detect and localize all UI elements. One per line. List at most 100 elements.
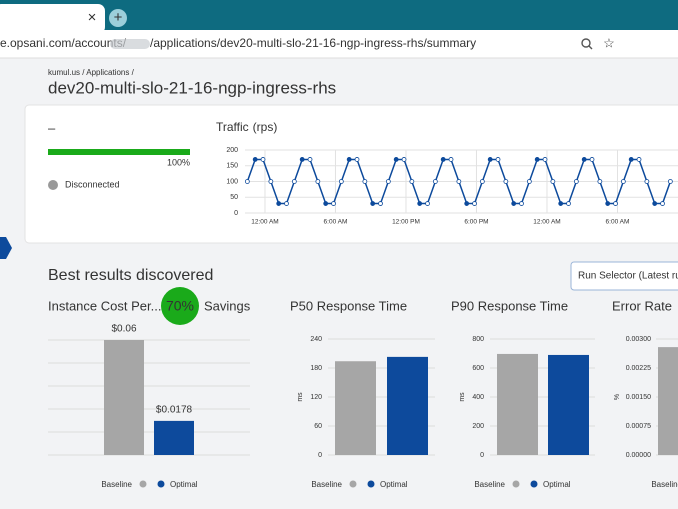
bar [387,356,428,455]
traffic-point [252,157,258,162]
status: Disconnected [65,179,120,189]
chart-title: P50 Response Time [290,298,407,313]
x-tick-label: 12:00 AM [533,219,560,226]
y-tick-label: 120 [310,394,322,401]
traffic-point [550,179,556,184]
new-tab-plus: + [114,9,123,26]
traffic-point [425,201,430,206]
traffic-point [409,179,415,184]
traffic-point [276,201,282,206]
y-tick-label: 800 [472,336,484,343]
section-title: Best results discovered [48,267,213,284]
zoom-icon[interactable] [581,38,591,48]
bar [104,340,144,455]
y-tick-label: 0.00075 [626,423,651,430]
y-tick-label: 400 [472,394,484,401]
progress-bar [48,149,190,155]
status-dot [48,180,58,190]
traffic-point [581,157,587,162]
traffic-point [299,157,305,162]
zoom-icon-handle [588,45,593,50]
y-tick-label: 0.00150 [626,394,651,401]
traffic-point [291,179,297,184]
traffic-point [495,157,501,162]
chart-title: Instance Cost Per... [48,298,161,313]
traffic-point [534,157,540,162]
bookmark-star[interactable]: ☆ [603,35,615,50]
traffic-point [331,201,336,206]
y-tick-label: 240 [310,336,322,343]
traffic-point [667,179,673,184]
traffic-point [511,201,517,206]
y-axis-label: ms [459,392,466,402]
traffic-point [378,201,383,206]
traffic-point [307,157,313,162]
traffic-point [526,179,532,184]
x-tick-label: 6:00 PM [464,219,488,226]
side-chevron[interactable] [0,237,12,259]
breadcrumb[interactable]: kumul.us / Applications / [48,68,135,77]
bar [658,347,678,455]
traffic-point [323,201,329,206]
traffic-point [487,157,493,162]
traffic-point [573,179,579,184]
legend-label: Baseline [651,480,678,489]
traffic-point [401,157,407,162]
legend-label: Optimal [380,480,408,489]
tab-close[interactable]: × [88,9,97,26]
run-selector-label: Run Selector (Latest run [578,271,678,282]
progress-label: 100% [167,157,190,167]
run-selector-button[interactable] [570,261,678,291]
y-axis-label: % [614,394,621,400]
traffic-point [558,201,564,206]
y-tick-label: 60 [314,423,322,430]
y-tick-label: 0.00300 [626,336,651,343]
legend-label: Baseline [474,480,505,489]
traffic-point [244,179,250,184]
traffic-point [464,201,470,206]
legend-swatch [157,480,165,488]
x-tick-label: 12:00 AM [251,219,278,226]
legend-swatch [367,480,375,488]
y-tick-label: 0 [480,452,484,459]
bar [548,354,589,455]
traffic-point [605,201,611,206]
traffic-point [315,179,321,184]
traffic-point [354,157,360,162]
traffic-point [456,179,462,184]
traffic-point [589,157,595,162]
traffic-point [519,201,524,206]
tab[interactable] [0,4,105,34]
y-tick-label: 50 [230,194,238,201]
legend-label: Baseline [101,480,132,489]
url-blur [110,39,150,49]
bar [154,420,194,455]
url-end: /applications/dev20-multi-slo-21-16-ngp-… [150,36,476,50]
y-tick-label: 600 [472,365,484,372]
chart-title: Error Rate [612,298,672,313]
traffic-point [597,179,603,184]
value-label: $0.06 [111,324,136,335]
traffic-point [432,179,438,184]
legend-swatch [512,480,520,488]
traffic-point [472,201,477,206]
legend-swatch [349,480,357,488]
legend-swatch [530,480,538,488]
value-label: $0.0178 [156,405,193,416]
y-tick-label: 0.00000 [626,452,651,459]
new-tab[interactable] [109,9,127,27]
x-tick-label: 6:00 AM [324,219,348,226]
y-tick-label: 100 [226,178,238,185]
y-axis-label: ms [297,392,304,402]
y-tick-label: 0.00225 [626,365,651,372]
traffic-point [284,201,289,206]
traffic-point [620,179,626,184]
legend-label: Optimal [170,480,198,489]
traffic-point [644,179,650,184]
bar [335,361,376,455]
y-tick-label: 0 [318,452,322,459]
x-tick-label: 6:00 AM [606,219,630,226]
traffic-point [338,179,344,184]
